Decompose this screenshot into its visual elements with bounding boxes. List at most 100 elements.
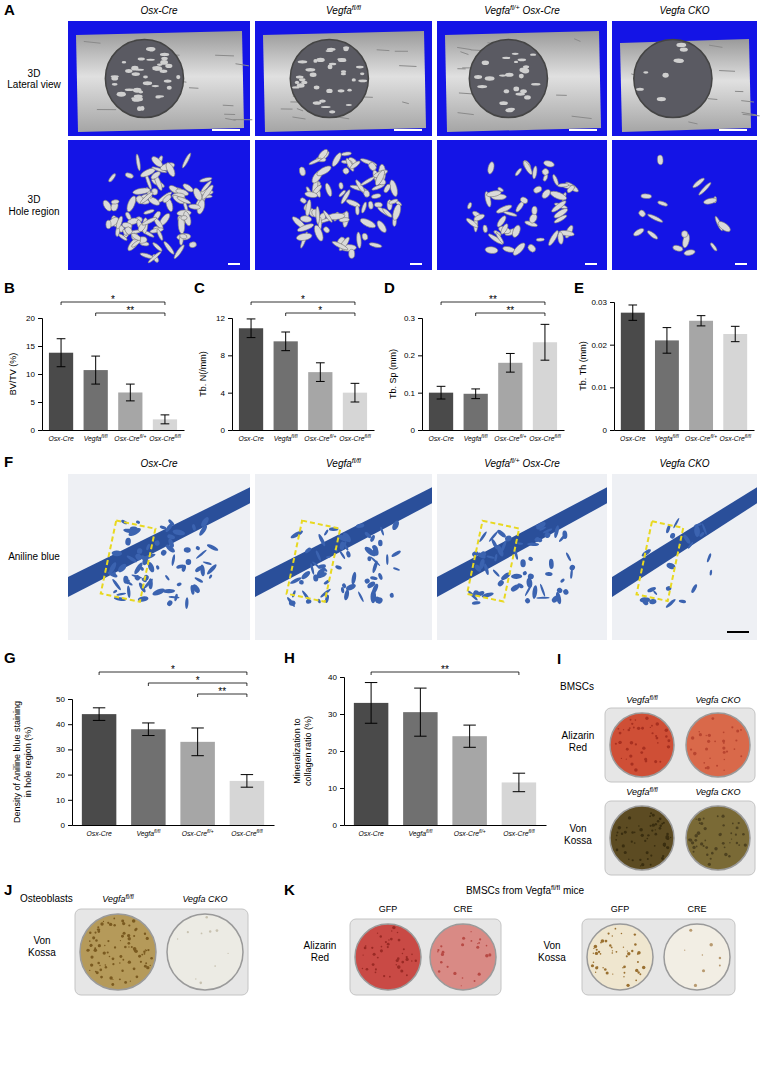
axis-line — [228, 319, 233, 431]
well-texture — [227, 953, 228, 954]
well-texture — [630, 762, 633, 765]
well-texture — [400, 969, 403, 972]
well-texture — [461, 943, 464, 946]
well — [686, 806, 750, 870]
well-texture — [97, 962, 100, 965]
panel-letter: E — [574, 279, 584, 296]
text-part: Vegfa — [484, 5, 510, 16]
well-texture — [144, 965, 147, 968]
trabecula — [393, 567, 401, 572]
trabecula — [126, 579, 131, 585]
y-tick: 0.02 — [591, 341, 614, 350]
trabecula — [195, 545, 201, 550]
trabecula — [143, 209, 154, 215]
bone-texture — [236, 64, 249, 66]
trabecula — [536, 238, 544, 242]
well-texture — [150, 965, 151, 966]
well-texture — [640, 751, 643, 754]
row-label: 3DLateral view — [7, 68, 61, 91]
bone-texture — [176, 75, 180, 79]
bone-shape — [263, 31, 426, 132]
ct-hole-image — [255, 140, 432, 270]
histology-image — [612, 474, 757, 640]
well-texture — [652, 814, 655, 817]
defect-hole — [469, 39, 547, 117]
trabecula — [486, 190, 502, 198]
trabecula — [361, 202, 368, 214]
bone-texture — [574, 39, 580, 42]
bar — [230, 781, 264, 825]
trabecula — [511, 574, 522, 579]
panel-a: AOsx-CreVegfafl/flVegfafl/+ Osx-CreVegfa… — [4, 1, 760, 270]
trabecula — [330, 152, 343, 168]
well-texture — [109, 956, 111, 958]
error-bar-cap — [93, 707, 105, 708]
well-texture — [380, 935, 382, 937]
y-tick: 12 — [216, 314, 232, 323]
significance-label: ** — [489, 294, 497, 305]
ct-hole-image — [437, 140, 607, 270]
well-texture — [705, 747, 708, 750]
bar — [82, 714, 116, 825]
trabecula — [486, 555, 495, 559]
text-part: fl/fl — [649, 786, 658, 793]
trabecula — [315, 164, 332, 178]
well-texture — [593, 952, 594, 953]
tick-label: 0 — [221, 426, 226, 435]
well-texture — [721, 815, 724, 818]
label-line: Red — [569, 742, 587, 753]
well-texture — [604, 968, 607, 971]
well-texture — [689, 929, 692, 932]
text-part: Tb. N(/mm) — [198, 351, 208, 397]
well-texture — [90, 956, 93, 959]
well-texture — [698, 731, 700, 733]
tick-label: 20 — [56, 771, 65, 780]
trabecula — [483, 225, 488, 233]
column-header: Vegfafl/+ Osx-Cre — [484, 3, 560, 16]
trabecula — [503, 210, 517, 217]
well-texture — [637, 951, 640, 954]
x-tick: Osx-Crefl/fl — [149, 430, 181, 442]
well — [167, 914, 243, 990]
error-bar-stem — [632, 305, 633, 320]
well-texture — [708, 734, 711, 737]
text-part: C — [194, 279, 205, 296]
text-part: Vegfa — [326, 458, 352, 469]
trabecula — [203, 561, 213, 566]
x-tick: Osx-Crefl/fl — [529, 430, 561, 442]
y-tick: 50 — [56, 695, 72, 704]
well-texture — [401, 961, 404, 964]
well-texture — [738, 822, 740, 824]
plate — [605, 708, 755, 782]
error-bar-cap — [365, 682, 377, 683]
bone-texture — [97, 109, 116, 110]
well-texture — [98, 944, 101, 947]
text-part: Vegfa CKO — [659, 5, 709, 16]
well-texture — [621, 933, 623, 935]
trabecula — [150, 170, 162, 181]
plot-marks — [354, 683, 536, 825]
text-part: Osx-Cre — [86, 830, 112, 837]
well-texture — [112, 963, 114, 965]
well-texture — [631, 950, 633, 952]
trabecula — [369, 242, 382, 249]
well-texture — [612, 935, 613, 936]
x-tick: Osx-Crefl/fl — [719, 430, 751, 442]
well-texture — [391, 930, 392, 931]
trabecula — [473, 213, 486, 223]
well-texture — [637, 971, 639, 973]
trabecula — [552, 174, 560, 186]
well-texture — [389, 976, 391, 978]
text-part: fl/fl — [481, 434, 488, 439]
y-axis: 00.10.20.3 — [404, 314, 423, 435]
bone-texture — [316, 58, 324, 62]
error-bar — [161, 415, 170, 424]
trabecula — [181, 152, 192, 169]
bar-chart: CTb. N(/mm)04812Osx-CreVegfafl/flOsx-Cre… — [194, 279, 375, 443]
bone-texture — [347, 89, 351, 92]
trabecula — [163, 589, 176, 594]
trabecula — [534, 536, 541, 543]
trabecula — [304, 547, 312, 555]
error-bar — [365, 683, 377, 724]
well-texture — [120, 940, 121, 941]
